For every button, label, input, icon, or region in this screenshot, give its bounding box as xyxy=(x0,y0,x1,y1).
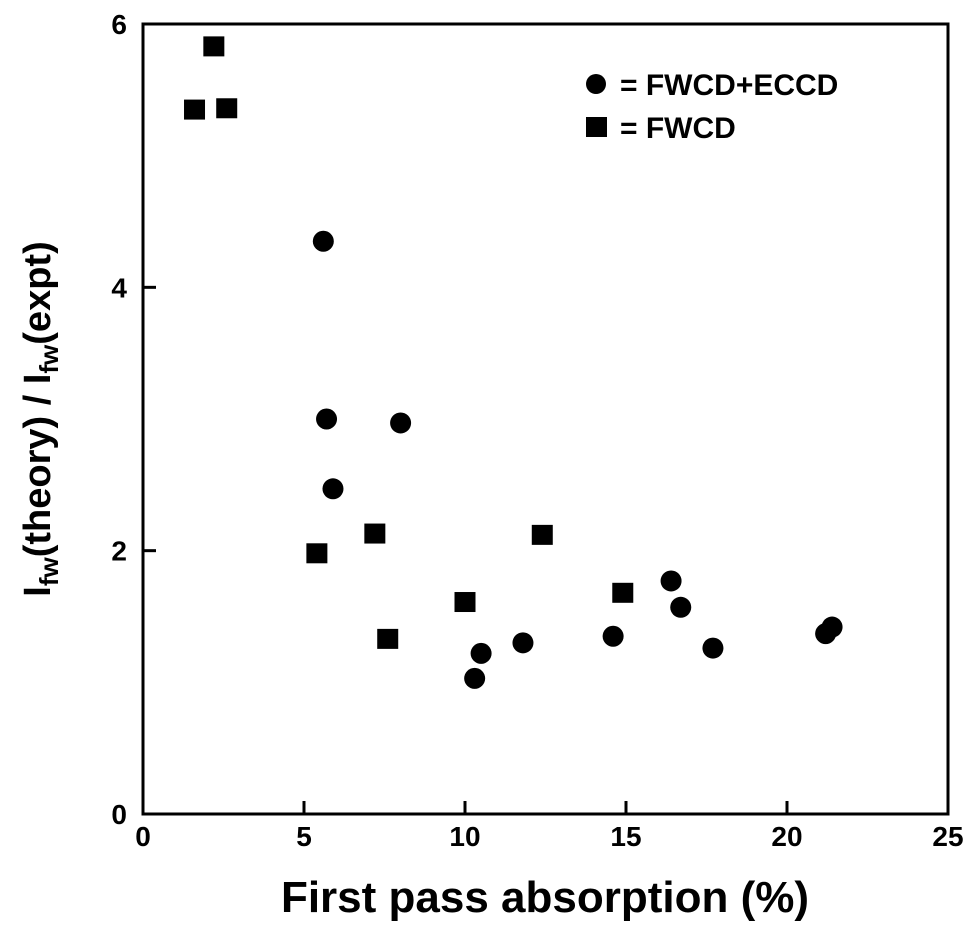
fwcd-eccd-point xyxy=(316,408,338,430)
legend-label: = FWCD xyxy=(620,112,736,145)
axis-ticks: 0 5 10 15 20 25 0 2 4 6 xyxy=(111,9,963,852)
fwcd-eccd-point xyxy=(702,637,724,659)
x-tick-label: 0 xyxy=(135,821,151,852)
fwcd-eccd-point xyxy=(821,616,843,638)
fwcd-point xyxy=(306,543,328,564)
fwcd-eccd-point xyxy=(312,230,334,252)
fwcd-point xyxy=(364,523,386,544)
y-tick-label: 0 xyxy=(111,799,127,830)
fwcd-point xyxy=(216,98,238,119)
x-tick-label: 5 xyxy=(296,821,312,852)
x-axis-title: First pass absorption (%) xyxy=(281,873,809,922)
fwcd-point xyxy=(531,524,553,545)
fwcd-point xyxy=(454,592,476,613)
fwcd-point xyxy=(184,99,206,120)
fwcd-eccd-point xyxy=(670,596,692,618)
x-tick-label: 10 xyxy=(449,821,480,852)
data-markers xyxy=(184,36,843,689)
legend: = FWCD+ECCD = FWCD xyxy=(586,69,838,145)
legend-label: = FWCD+ECCD xyxy=(620,69,838,102)
x-tick-label: 20 xyxy=(771,821,802,852)
plot-frame xyxy=(141,22,950,816)
fwcd-point xyxy=(377,628,399,649)
legend-square-marker xyxy=(586,117,607,137)
fwcd-eccd-point xyxy=(390,412,412,434)
fwcd-eccd-point xyxy=(512,632,534,654)
y-axis-title: Ifw(theory) / Ifw(expt) xyxy=(17,241,64,596)
fwcd-eccd-point xyxy=(602,625,624,647)
legend-circle-marker xyxy=(586,74,606,94)
x-tick-label: 25 xyxy=(932,821,963,852)
fwcd-eccd-point xyxy=(322,478,344,500)
y-tick-label: 6 xyxy=(111,9,127,40)
fwcd-eccd-point xyxy=(470,642,492,664)
fwcd-eccd-point xyxy=(660,570,682,592)
fwcd-eccd-point xyxy=(464,667,486,689)
fwcd-point xyxy=(612,582,634,603)
x-tick-label: 15 xyxy=(610,821,641,852)
y-tick-label: 4 xyxy=(111,272,127,303)
fwcd-point xyxy=(203,36,225,57)
y-tick-label: 2 xyxy=(111,536,127,567)
